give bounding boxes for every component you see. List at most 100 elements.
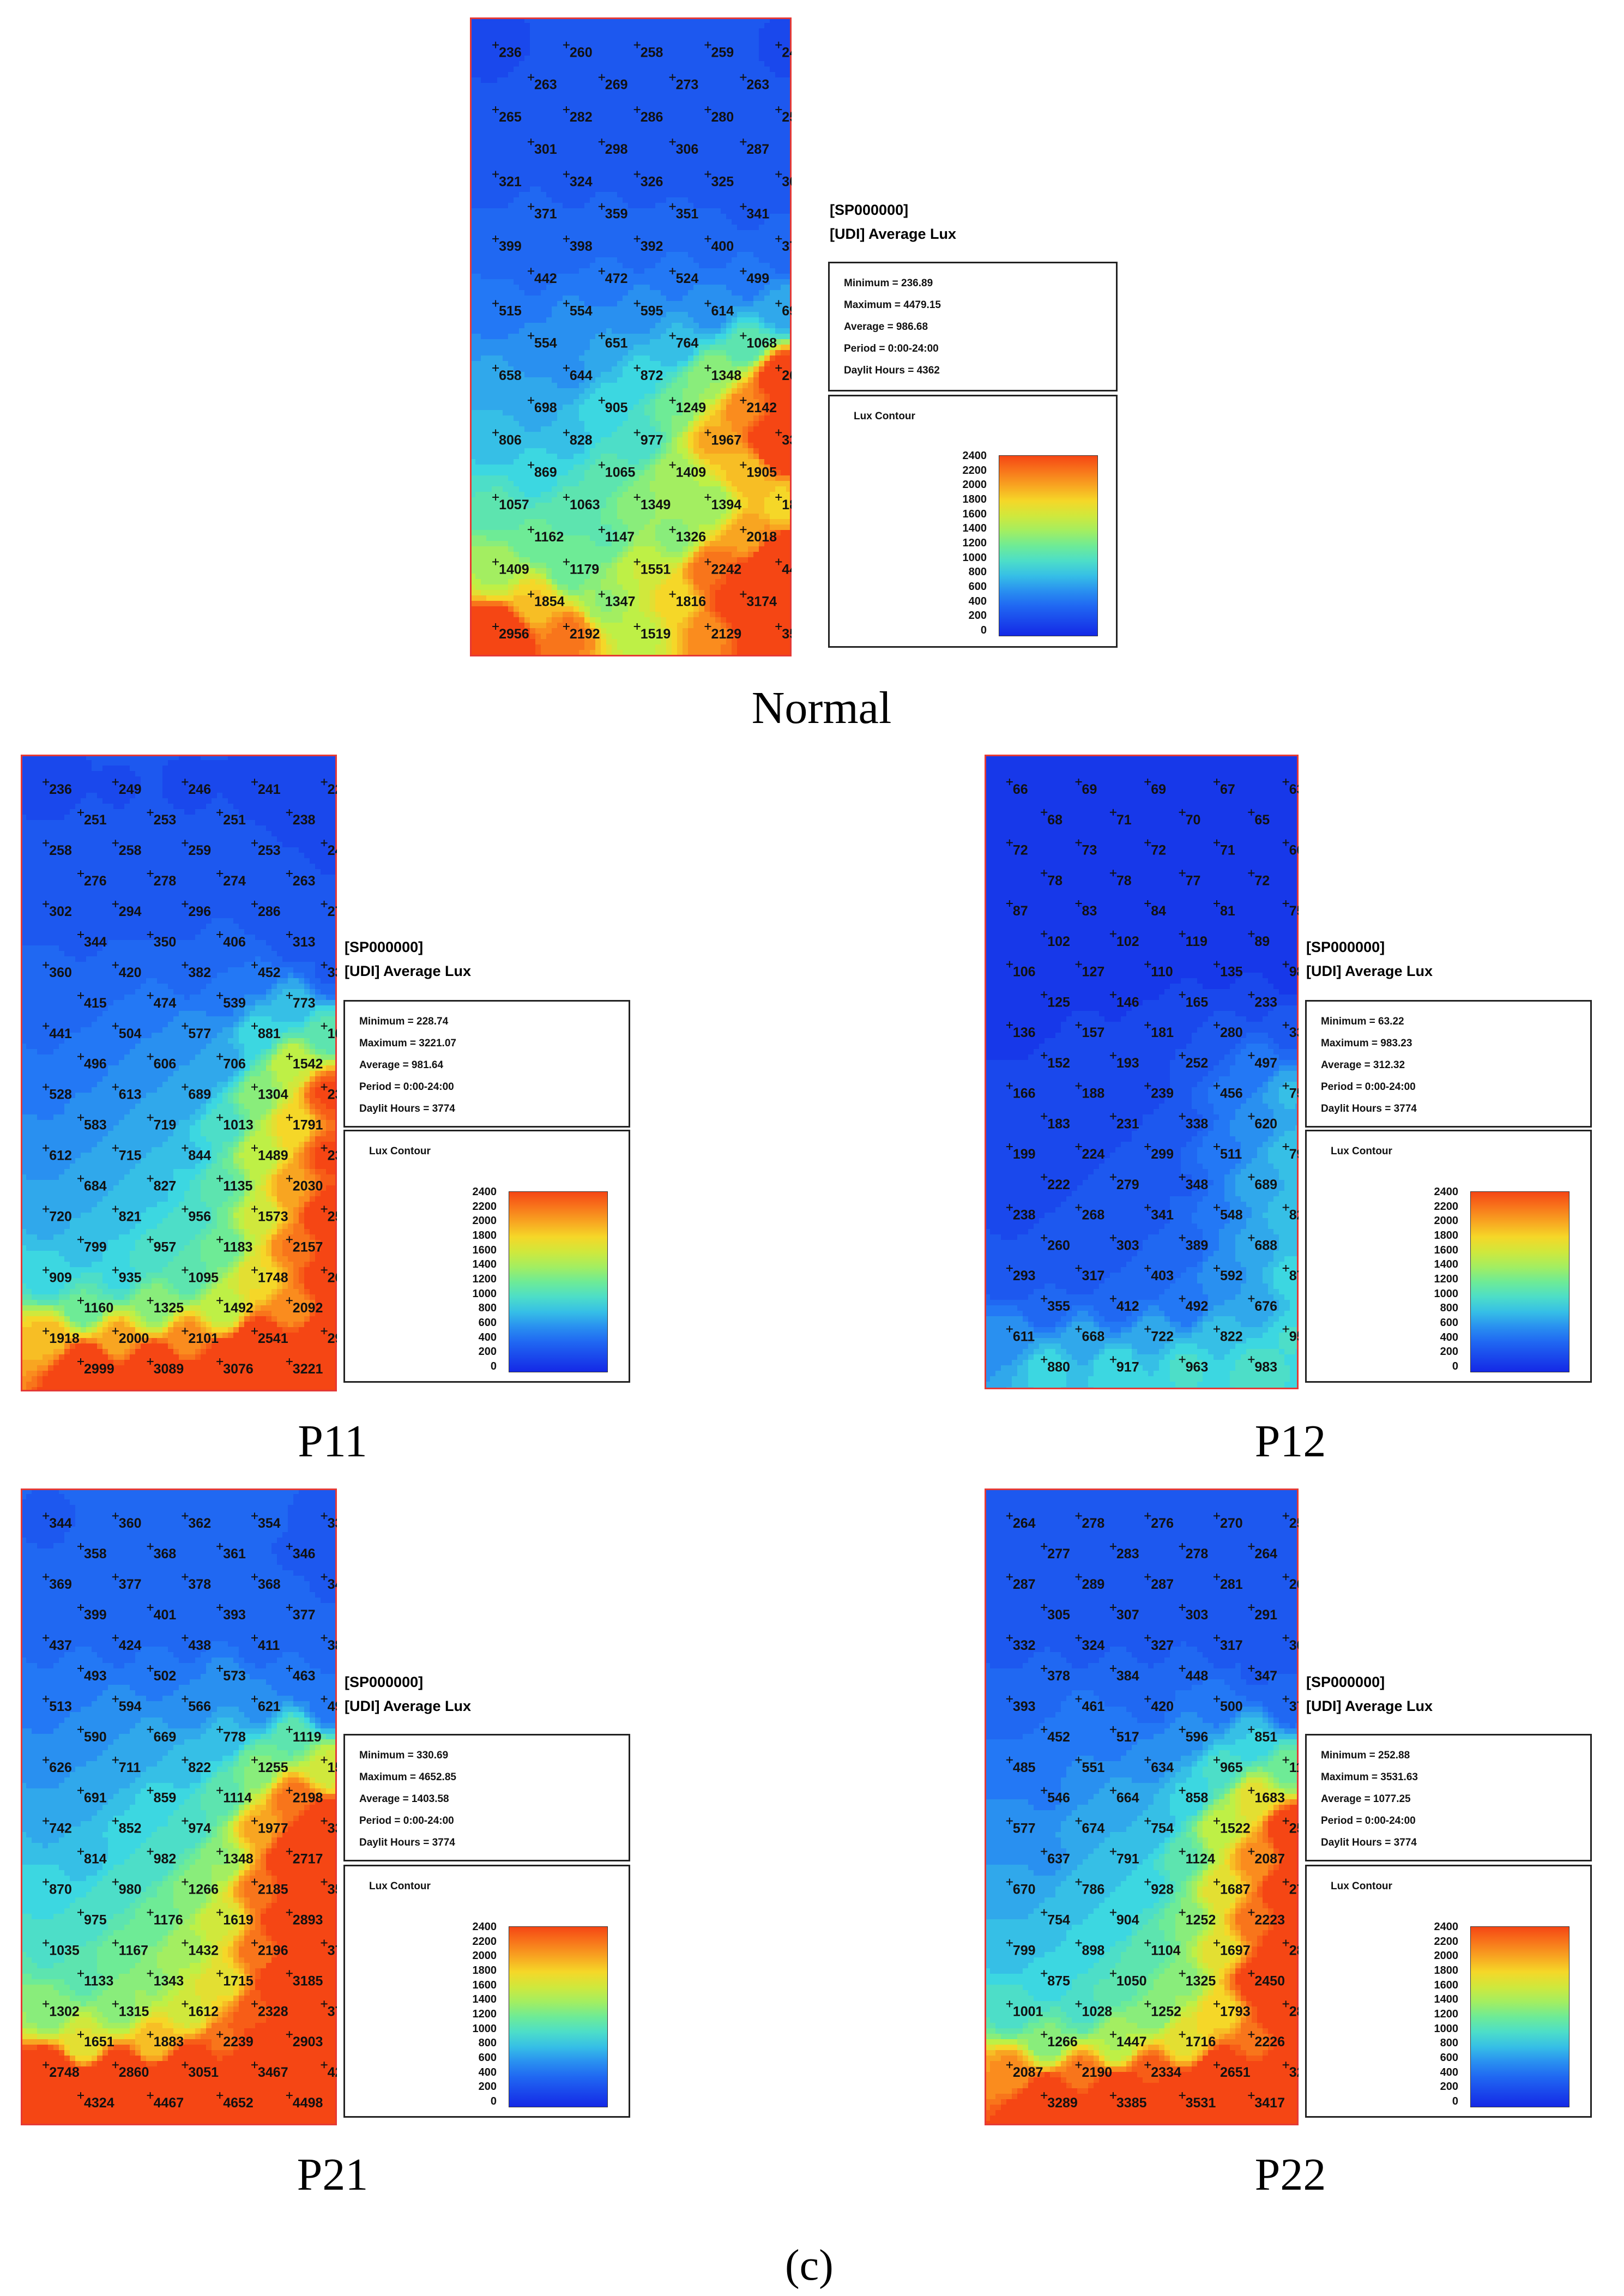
contour-cell bbox=[530, 301, 536, 307]
contour-cell bbox=[573, 121, 579, 127]
contour-cell bbox=[590, 105, 596, 111]
contour-cell bbox=[775, 290, 781, 296]
contour-cell bbox=[530, 197, 536, 203]
contour-cell bbox=[633, 197, 639, 203]
contour-cell bbox=[759, 99, 765, 105]
contour-cell bbox=[650, 328, 656, 334]
contour-cell bbox=[590, 170, 596, 176]
contour-cell bbox=[552, 372, 558, 378]
contour-cell bbox=[704, 306, 710, 312]
contour-cell bbox=[514, 263, 520, 269]
contour-cell bbox=[530, 334, 536, 340]
contour-cell bbox=[497, 28, 503, 34]
contour-cell bbox=[644, 317, 650, 323]
contour-cell bbox=[475, 355, 481, 361]
contour-cell bbox=[606, 465, 612, 471]
contour-cell bbox=[568, 421, 574, 427]
contour-cell bbox=[655, 317, 661, 323]
contour-cell bbox=[781, 236, 787, 242]
contour-cell bbox=[672, 105, 678, 111]
contour-cell bbox=[617, 181, 623, 187]
contour-cell bbox=[470, 383, 476, 389]
contour-cell bbox=[481, 34, 487, 40]
contour-cell bbox=[655, 339, 661, 345]
contour-cell bbox=[737, 154, 743, 160]
contour-cell bbox=[530, 83, 536, 89]
contour-cell bbox=[606, 372, 612, 378]
contour-cell bbox=[568, 448, 574, 454]
contour-cell bbox=[563, 61, 569, 67]
contour-cell bbox=[775, 214, 781, 220]
contour-cell bbox=[655, 432, 661, 438]
contour-cell bbox=[688, 454, 694, 460]
contour-cell bbox=[601, 105, 607, 111]
contour-cell bbox=[470, 208, 476, 214]
contour-cell bbox=[781, 176, 787, 182]
contour-cell bbox=[753, 203, 759, 209]
contour-cell bbox=[628, 257, 634, 263]
contour-cell bbox=[573, 56, 579, 62]
contour-cell bbox=[639, 361, 645, 367]
contour-cell bbox=[617, 257, 623, 263]
contour-cell bbox=[584, 285, 590, 291]
contour-cell bbox=[497, 246, 503, 252]
contour-cell bbox=[503, 437, 509, 443]
contour-cell bbox=[514, 372, 520, 378]
contour-cell bbox=[661, 252, 667, 258]
contour-cell bbox=[644, 154, 650, 160]
contour-cell bbox=[601, 339, 607, 345]
contour-cell bbox=[519, 443, 525, 449]
contour-cell bbox=[699, 448, 705, 454]
contour-cell bbox=[781, 252, 787, 258]
contour-cell bbox=[628, 399, 634, 405]
contour-cell bbox=[573, 366, 579, 372]
contour-cell bbox=[492, 50, 498, 56]
contour-cell bbox=[781, 345, 787, 351]
contour-cell bbox=[633, 410, 639, 416]
contour-cell bbox=[497, 355, 503, 361]
contour-cell bbox=[535, 230, 541, 236]
contour-cell bbox=[732, 334, 738, 340]
contour-cell bbox=[546, 296, 552, 302]
contour-cell bbox=[497, 105, 503, 111]
contour-cell bbox=[742, 105, 748, 111]
contour-cell bbox=[519, 361, 525, 367]
contour-cell bbox=[666, 181, 672, 187]
contour-cell bbox=[688, 67, 694, 73]
contour-cell bbox=[612, 159, 618, 165]
contour-cell bbox=[661, 290, 667, 296]
contour-cell bbox=[628, 415, 634, 421]
contour-cell bbox=[503, 110, 509, 116]
contour-cell bbox=[514, 170, 520, 176]
contour-cell bbox=[781, 39, 787, 45]
contour-cell bbox=[590, 263, 596, 269]
contour-cell bbox=[563, 17, 569, 23]
contour-cell bbox=[781, 126, 787, 132]
contour-cell bbox=[759, 328, 765, 334]
contour-cell bbox=[737, 197, 743, 203]
contour-cell bbox=[623, 317, 629, 323]
contour-cell bbox=[552, 88, 558, 94]
contour-cell bbox=[497, 263, 503, 269]
contour-cell bbox=[503, 405, 509, 411]
contour-cell bbox=[775, 39, 781, 45]
contour-cell bbox=[584, 345, 590, 351]
contour-cell bbox=[590, 225, 596, 231]
contour-cell bbox=[492, 383, 498, 389]
contour-cell bbox=[530, 274, 536, 280]
contour-cell bbox=[786, 148, 792, 154]
contour-cell bbox=[710, 399, 716, 405]
contour-cell bbox=[753, 279, 759, 285]
contour-cell bbox=[759, 465, 765, 471]
contour-cell bbox=[497, 361, 503, 367]
contour-cell bbox=[770, 263, 776, 269]
contour-cell bbox=[519, 334, 525, 340]
contour-cell bbox=[753, 208, 759, 214]
contour-cell bbox=[546, 39, 552, 45]
contour-cell bbox=[644, 214, 650, 220]
contour-cell bbox=[579, 143, 585, 149]
contour-cell bbox=[595, 83, 601, 89]
contour-cell bbox=[742, 72, 748, 78]
contour-cell bbox=[612, 132, 618, 138]
contour-cell bbox=[573, 94, 579, 100]
